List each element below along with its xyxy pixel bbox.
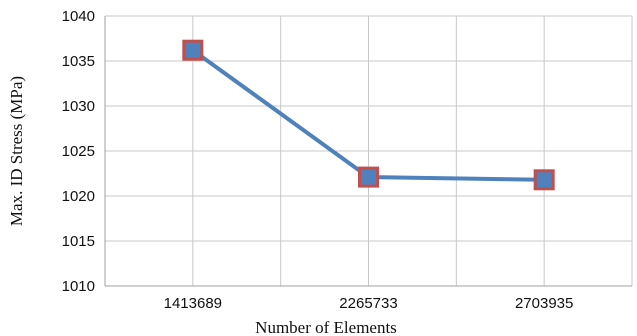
y-tick-label: 1040 — [62, 8, 95, 25]
y-axis-tick-labels: 1010 1015 1020 1025 1030 1035 1040 — [62, 8, 95, 295]
y-tick-label: 1015 — [62, 233, 95, 250]
data-point-marker — [182, 39, 204, 61]
series-markers — [182, 39, 555, 191]
y-tick-label: 1010 — [62, 278, 95, 295]
x-tick-label: 1413689 — [164, 295, 222, 312]
y-tick-label: 1025 — [62, 143, 95, 160]
y-tick-label: 1020 — [62, 188, 95, 205]
x-axis-title: Number of Elements — [255, 318, 397, 336]
grid — [105, 15, 633, 287]
data-point-marker — [358, 166, 379, 188]
x-tick-label: 2703935 — [515, 295, 573, 312]
axes — [104, 16, 632, 287]
y-tick-label: 1030 — [62, 98, 95, 115]
x-axis-tick-labels: 1413689 2265733 2703935 — [164, 295, 574, 312]
data-point-marker — [533, 169, 555, 191]
y-tick-label: 1035 — [62, 53, 95, 70]
x-tick-label: 2265733 — [339, 295, 397, 312]
y-axis-title: Max. ID Stress (MPa) — [7, 76, 26, 226]
